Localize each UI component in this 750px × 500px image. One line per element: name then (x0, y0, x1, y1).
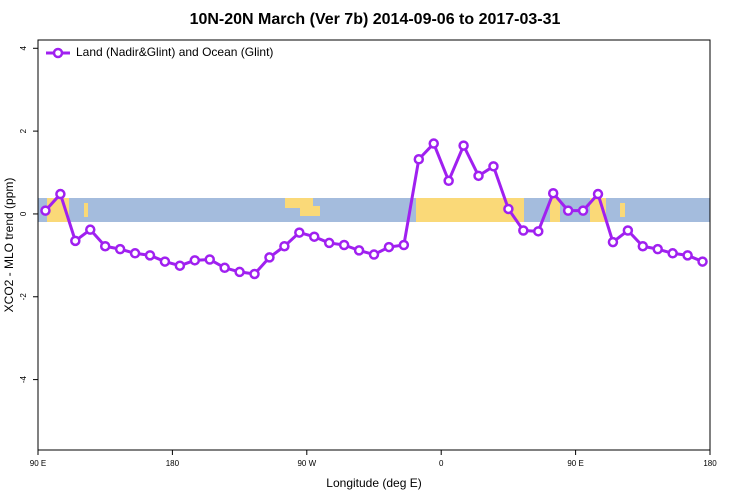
data-point (443, 175, 454, 187)
data-point (174, 260, 186, 271)
data-point (637, 240, 649, 252)
data-point (398, 239, 410, 251)
legend-marker (52, 47, 64, 59)
data-point (368, 249, 380, 260)
data-point (458, 140, 469, 151)
x-axis-label: Longitude (deg E) (326, 476, 421, 490)
x-tick-label: 90 E (30, 459, 46, 468)
x-tick-label: 0 (439, 459, 444, 468)
y-tick-label: 2 (19, 128, 28, 133)
legend-label: Land (Nadir&Glint) and Ocean (Glint) (76, 45, 273, 59)
data-point (607, 236, 619, 248)
x-tick-label: 90 E (567, 459, 583, 468)
data-point (219, 262, 230, 274)
data-point (503, 203, 514, 215)
data-point (622, 225, 634, 236)
ocean-band (38, 198, 710, 222)
data-point (533, 226, 544, 237)
data-point (159, 256, 171, 267)
data-point (518, 225, 529, 236)
x-tick-label: 90 W (297, 459, 316, 468)
y-tick-label: -2 (19, 293, 28, 301)
data-point (85, 224, 96, 235)
data-point (682, 250, 693, 261)
data-point (114, 243, 126, 255)
data-point (473, 170, 484, 182)
data-point (488, 161, 499, 172)
data-point (264, 252, 275, 263)
land-patch (620, 203, 625, 217)
y-tick-label: 4 (19, 46, 28, 51)
land-patch (285, 198, 313, 208)
map-band (38, 198, 710, 222)
data-point (577, 205, 589, 216)
land-patch (550, 198, 560, 222)
data-point (40, 205, 51, 216)
data-point (697, 256, 708, 267)
chart-title: 10N-20N March (Ver 7b) 2014-09-06 to 201… (190, 11, 561, 28)
data-point (353, 245, 365, 256)
data-point (547, 187, 559, 199)
data-point (70, 235, 81, 247)
legend: Land (Nadir&Glint) and Ocean (Glint) (46, 45, 273, 59)
data-point (99, 240, 111, 252)
data-point (428, 138, 439, 149)
data-point (309, 231, 320, 242)
data-point (55, 188, 66, 200)
data-point (129, 248, 141, 259)
y-tick-label: -4 (19, 375, 28, 383)
data-point (279, 240, 290, 252)
data-point (294, 227, 305, 238)
x-tick-label: 180 (166, 459, 180, 468)
land-patch (300, 206, 320, 216)
data-point (323, 237, 335, 249)
y-tick-label: 0 (19, 211, 28, 216)
data-point (383, 241, 395, 253)
data-point (204, 254, 215, 265)
x-tick-label: 180 (703, 459, 717, 468)
y-axis-label: XCO2 - MLO trend (ppm) (2, 178, 16, 313)
land-patch (84, 203, 88, 217)
data-point (249, 268, 260, 280)
data-point (562, 205, 574, 216)
plot-frame (37, 39, 711, 451)
data-point (189, 255, 201, 266)
data-point (592, 188, 604, 200)
data-point (234, 266, 245, 278)
data-point (338, 239, 350, 251)
data-point (144, 250, 156, 261)
data-point (413, 154, 425, 165)
data-point (667, 248, 678, 259)
data-point (652, 243, 663, 255)
